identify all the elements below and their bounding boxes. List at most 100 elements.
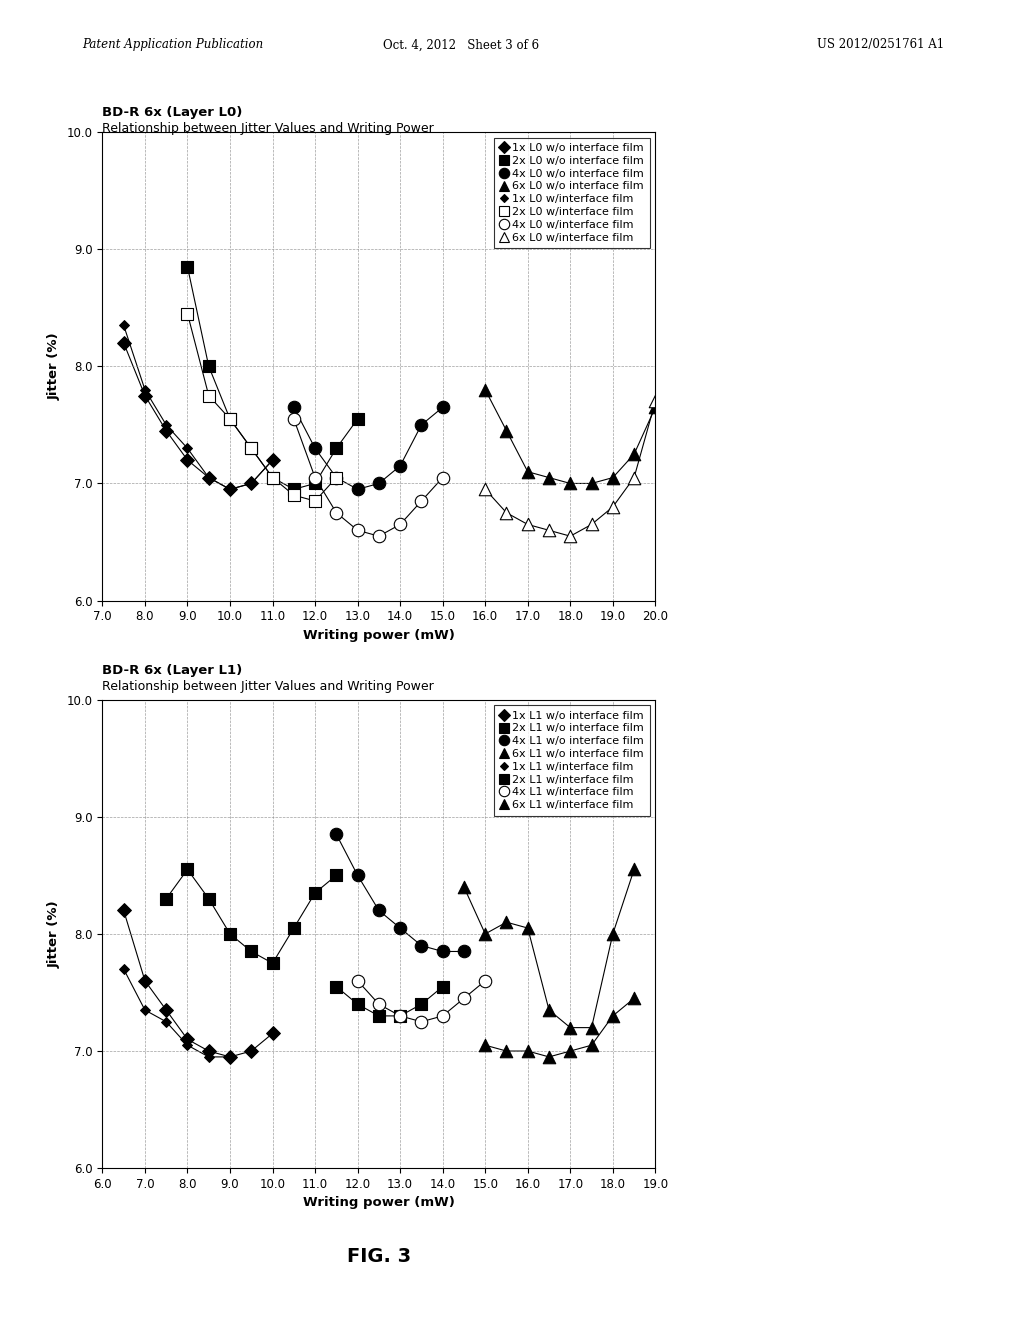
Point xyxy=(201,467,217,488)
Point xyxy=(158,1011,174,1032)
Point xyxy=(349,408,366,429)
Point xyxy=(328,467,344,488)
Point xyxy=(519,461,536,482)
Point xyxy=(456,941,472,962)
Point xyxy=(349,520,366,541)
Point xyxy=(604,924,621,945)
Point xyxy=(116,900,132,921)
Text: Oct. 4, 2012   Sheet 3 of 6: Oct. 4, 2012 Sheet 3 of 6 xyxy=(383,38,539,51)
Point xyxy=(519,917,536,939)
Point xyxy=(286,479,302,500)
Point xyxy=(371,900,387,921)
Point xyxy=(307,491,324,512)
Point xyxy=(137,999,154,1020)
Point xyxy=(604,496,621,517)
Point xyxy=(349,970,366,991)
Point xyxy=(541,1047,557,1068)
Point xyxy=(499,912,515,933)
Point xyxy=(243,941,259,962)
Point xyxy=(477,379,494,400)
Point xyxy=(328,502,344,523)
Point xyxy=(201,385,217,407)
Point xyxy=(286,397,302,418)
Point xyxy=(434,397,451,418)
Point xyxy=(414,414,430,436)
Text: US 2012/0251761 A1: US 2012/0251761 A1 xyxy=(817,38,944,51)
Point xyxy=(584,513,600,535)
Text: BD-R 6x (Layer L1): BD-R 6x (Layer L1) xyxy=(102,664,243,677)
Point xyxy=(201,1040,217,1061)
Point xyxy=(179,859,196,880)
Point xyxy=(243,438,259,459)
Point xyxy=(286,917,302,939)
X-axis label: Writing power (mW): Writing power (mW) xyxy=(303,628,455,642)
Point xyxy=(222,479,239,500)
Point xyxy=(626,444,642,465)
Point xyxy=(562,1016,579,1038)
Point xyxy=(626,987,642,1008)
Point xyxy=(371,525,387,546)
Point xyxy=(477,1035,494,1056)
Point xyxy=(414,1011,430,1032)
Point xyxy=(328,824,344,845)
Point xyxy=(201,355,217,378)
Point xyxy=(307,467,324,488)
Point xyxy=(222,408,239,429)
Point xyxy=(137,385,154,407)
Point xyxy=(179,449,196,470)
Point xyxy=(349,994,366,1015)
Point xyxy=(349,865,366,886)
Point xyxy=(499,420,515,441)
Point xyxy=(519,513,536,535)
Point xyxy=(179,304,196,325)
Point xyxy=(434,941,451,962)
Point xyxy=(562,473,579,494)
Point xyxy=(499,502,515,523)
Point xyxy=(584,473,600,494)
Point xyxy=(541,999,557,1020)
Point xyxy=(201,1047,217,1068)
Point xyxy=(434,975,451,997)
Point xyxy=(477,970,494,991)
Point xyxy=(477,924,494,945)
Point xyxy=(328,975,344,997)
Point xyxy=(392,513,409,535)
Point xyxy=(392,455,409,477)
Point xyxy=(116,958,132,979)
Point xyxy=(371,1006,387,1027)
Point xyxy=(328,865,344,886)
Point xyxy=(434,1006,451,1027)
Point xyxy=(414,491,430,512)
Point xyxy=(562,1040,579,1061)
Point xyxy=(562,525,579,546)
Point xyxy=(264,467,281,488)
Point xyxy=(243,473,259,494)
Point xyxy=(158,420,174,441)
Point xyxy=(264,953,281,974)
Point xyxy=(519,1040,536,1061)
Point xyxy=(307,438,324,459)
Text: Patent Application Publication: Patent Application Publication xyxy=(82,38,263,51)
Point xyxy=(647,391,664,412)
Point xyxy=(222,1047,239,1068)
Point xyxy=(626,467,642,488)
Point xyxy=(264,1023,281,1044)
Legend: 1x L0 w/o interface film, 2x L0 w/o interface film, 4x L0 w/o interface film, 6x: 1x L0 w/o interface film, 2x L0 w/o inte… xyxy=(494,137,650,248)
Point xyxy=(392,917,409,939)
Point xyxy=(137,379,154,400)
Point xyxy=(201,467,217,488)
Point xyxy=(264,449,281,470)
Point xyxy=(647,397,664,418)
Y-axis label: Jitter (%): Jitter (%) xyxy=(48,333,61,400)
Point xyxy=(264,467,281,488)
Point xyxy=(158,888,174,909)
Point xyxy=(499,1040,515,1061)
Point xyxy=(477,479,494,500)
Point xyxy=(286,408,302,429)
Point xyxy=(541,520,557,541)
Point xyxy=(626,859,642,880)
Point xyxy=(584,1035,600,1056)
Legend: 1x L1 w/o interface film, 2x L1 w/o interface film, 4x L1 w/o interface film, 6x: 1x L1 w/o interface film, 2x L1 w/o inte… xyxy=(494,705,650,816)
Point xyxy=(371,994,387,1015)
Text: BD-R 6x (Layer L0): BD-R 6x (Layer L0) xyxy=(102,106,243,119)
